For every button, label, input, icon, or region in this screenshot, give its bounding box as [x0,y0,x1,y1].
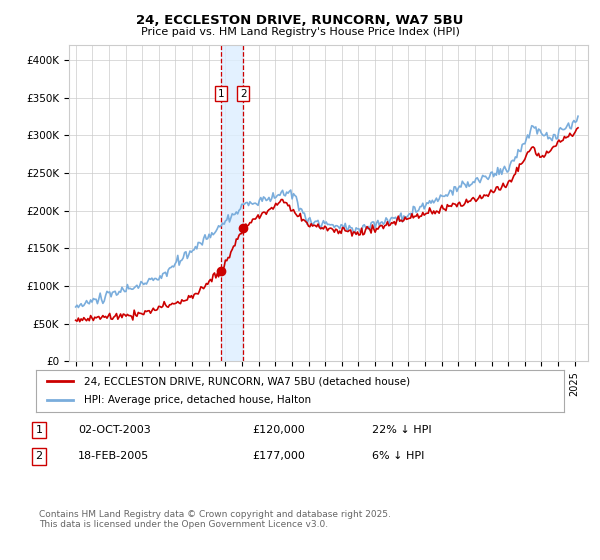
Text: 1: 1 [35,425,43,435]
Text: HPI: Average price, detached house, Halton: HPI: Average price, detached house, Halt… [83,395,311,405]
Text: 02-OCT-2003: 02-OCT-2003 [78,425,151,435]
Text: 22% ↓ HPI: 22% ↓ HPI [372,425,431,435]
Text: 24, ECCLESTON DRIVE, RUNCORN, WA7 5BU: 24, ECCLESTON DRIVE, RUNCORN, WA7 5BU [136,14,464,27]
Text: 18-FEB-2005: 18-FEB-2005 [78,451,149,461]
Text: Price paid vs. HM Land Registry's House Price Index (HPI): Price paid vs. HM Land Registry's House … [140,27,460,37]
Text: £177,000: £177,000 [252,451,305,461]
Text: 1: 1 [218,89,224,99]
Bar [221,45,244,361]
Text: 6% ↓ HPI: 6% ↓ HPI [372,451,424,461]
Text: 2: 2 [35,451,43,461]
Text: Contains HM Land Registry data © Crown copyright and database right 2025.
This d: Contains HM Land Registry data © Crown c… [39,510,391,529]
Text: 24, ECCLESTON DRIVE, RUNCORN, WA7 5BU (detached house): 24, ECCLESTON DRIVE, RUNCORN, WA7 5BU (d… [83,376,410,386]
Text: 2: 2 [240,89,247,99]
Text: £120,000: £120,000 [252,425,305,435]
